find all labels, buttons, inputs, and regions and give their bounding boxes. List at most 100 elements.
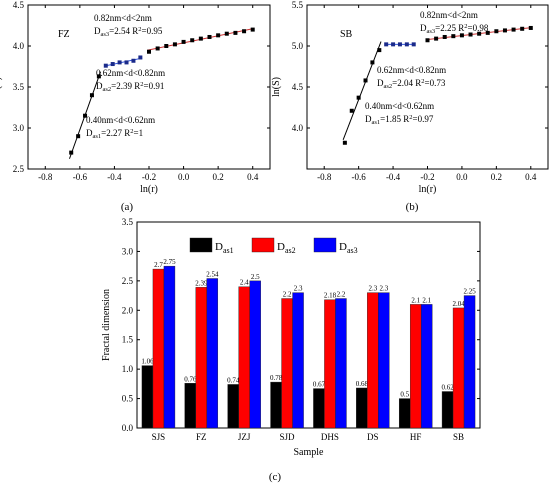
y-tick-label: 4.5 [292, 82, 304, 92]
bar-das1 [270, 381, 282, 429]
panel-b-chart: -0.8 -0.6 -0.4 -0.2 0.0 0.2 0.4 4.0 4.5 5.0 5.5 ln(… [271, 0, 549, 195]
x-tick-label: SJS [152, 432, 166, 442]
y-tick-label: 5.0 [292, 41, 304, 51]
data-point [377, 48, 382, 53]
data-point [224, 31, 229, 36]
x-axis-label: ln(r) [419, 184, 437, 195]
y-tick-label: 3.0 [13, 123, 25, 133]
bar-value-label: 2.54 [206, 271, 219, 279]
data-point [164, 44, 169, 48]
bar-value-label: 0.67 [313, 381, 326, 389]
data-point [404, 42, 409, 47]
x-tick-label: -0.6 [352, 172, 367, 182]
data-point [69, 150, 74, 155]
x-tick-label: 0.0 [178, 172, 190, 182]
y-tick-label: 3.5 [13, 82, 25, 92]
bar-das2 [195, 287, 208, 429]
data-point [511, 27, 516, 32]
x-tick-label: SB [453, 432, 464, 442]
bar-das1 [184, 383, 197, 429]
range-label: 0.82nm<d<2nm [420, 10, 478, 20]
data-point [391, 42, 396, 47]
bar-value-label: 2.3 [368, 285, 377, 293]
x-axis-label: Sample [294, 447, 325, 458]
x-tick-label: -0.2 [142, 172, 156, 182]
data-point [250, 27, 255, 32]
fit-label: Das2=2.39 R2=0.91 [96, 81, 164, 93]
legend-swatch [313, 237, 337, 253]
data-point [103, 63, 108, 68]
bar-das3 [335, 298, 347, 429]
data-point [468, 32, 473, 37]
bar-value-label: 2.25 [463, 288, 476, 296]
data-point [89, 93, 94, 98]
data-point [397, 42, 402, 47]
x-tick-label: 0.2 [213, 172, 224, 182]
data-point [76, 134, 81, 139]
data-point [502, 28, 507, 33]
x-axis-label: ln(r) [140, 184, 158, 195]
y-tick-label: 4.0 [292, 123, 304, 133]
x-tick-label: -0.2 [420, 172, 434, 182]
bar-das3 [463, 295, 476, 429]
legend-swatch [251, 237, 275, 253]
data-point [190, 38, 195, 43]
fit-line [342, 41, 382, 141]
bar-das1 [141, 365, 154, 429]
x-tick-label: 0.4 [525, 172, 537, 182]
bar-value-label: 2.75 [163, 258, 176, 266]
bar-das3 [420, 304, 433, 429]
data-point [138, 55, 143, 60]
data-point [459, 33, 464, 38]
y-tick-label: 2.5 [13, 164, 25, 174]
bar-value-label: 0.76 [184, 375, 197, 383]
data-point [155, 46, 160, 51]
x-tick-label: SJD [280, 432, 296, 442]
data-point [477, 31, 482, 36]
data-point [198, 36, 203, 41]
bar-das3 [206, 278, 219, 429]
bar-plot-frame [136, 221, 481, 429]
x-tick-label: JZJ [238, 432, 251, 442]
range-label: 0.40nm<d<0.62nm [365, 101, 434, 111]
data-point [216, 33, 221, 38]
y-tick-label: 0.0 [122, 423, 134, 433]
y-tick-label: 1.5 [122, 335, 134, 345]
x-tick-label: 0.4 [247, 172, 259, 182]
fit-label: Das2=2.04 R2=0.73 [377, 78, 446, 90]
data-point [124, 60, 129, 65]
data-point [528, 25, 533, 30]
data-point [207, 34, 212, 39]
bar-das3 [378, 292, 390, 429]
bar-value-label: 2.18 [324, 292, 337, 300]
data-point [147, 49, 151, 54]
data-point [117, 60, 122, 65]
y-tick-label: 3.0 [122, 246, 134, 256]
bar-value-label: 2.1 [411, 296, 420, 304]
bar-das2 [238, 286, 250, 429]
y-axis-label: ln(S) [271, 77, 282, 97]
range-label: 0.62nm<d<0.82nm [96, 68, 165, 78]
bar-value-label: 2.1 [422, 296, 431, 304]
data-point [425, 38, 430, 43]
y-axis-label: ln(S) [0, 77, 3, 97]
bar-value-label: 2.39 [195, 279, 208, 287]
data-point [363, 78, 368, 83]
panel-label-a: (a) [121, 201, 134, 213]
bar-value-label: 0.68 [356, 380, 369, 388]
bar-das2 [152, 268, 165, 429]
bar-das3 [249, 280, 261, 429]
legend-label: Das2 [277, 241, 296, 255]
bar-value-label: 2.2 [283, 291, 292, 299]
x-tick-label: 0.0 [456, 172, 468, 182]
x-tick-label: 0.2 [491, 172, 502, 182]
data-point [242, 29, 247, 34]
bar-value-label: 2.4 [240, 279, 249, 287]
x-tick-label: -0.6 [73, 172, 88, 182]
y-tick-label: 1.0 [122, 364, 134, 374]
y-tick-label: 4.0 [13, 41, 25, 51]
y-tick-label: 3.5 [122, 217, 134, 227]
x-tick-label: -0.8 [317, 172, 332, 182]
sample-label: SB [340, 29, 353, 40]
bar-das2 [324, 299, 336, 429]
